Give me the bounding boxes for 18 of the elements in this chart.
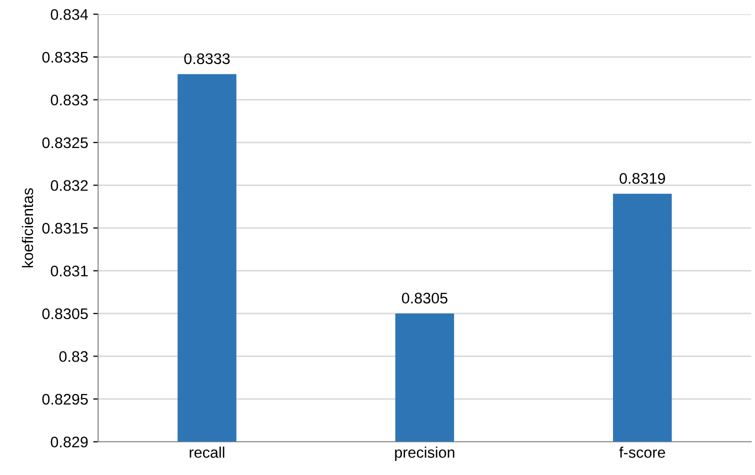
data-label: 0.8305 [402, 292, 448, 304]
y-tick-label: 0.8335 [42, 52, 88, 63]
y-tick-label: 0.8305 [42, 308, 88, 320]
y-tick-label: 0.8325 [42, 137, 88, 148]
y-tick-label: 0.831 [50, 266, 88, 276]
y-tick-label: 0.8295 [42, 394, 88, 405]
y-axis-title: koeficientas [22, 188, 34, 268]
data-label: 0.8319 [620, 173, 666, 184]
y-tick-label: 0.829 [50, 436, 88, 448]
data-label: 0.8333 [184, 53, 230, 64]
x-tick-label: f-score [619, 446, 666, 458]
y-tick-label: 0.834 [50, 9, 88, 20]
y-tick-label: 0.8315 [42, 222, 88, 234]
x-tick-label: precision [395, 446, 454, 461]
y-tick-label: 0.832 [50, 180, 88, 191]
y-tick-label: 0.833 [50, 94, 88, 106]
x-tick-label: recall [190, 446, 224, 458]
y-tick-label: 0.83 [59, 351, 88, 362]
